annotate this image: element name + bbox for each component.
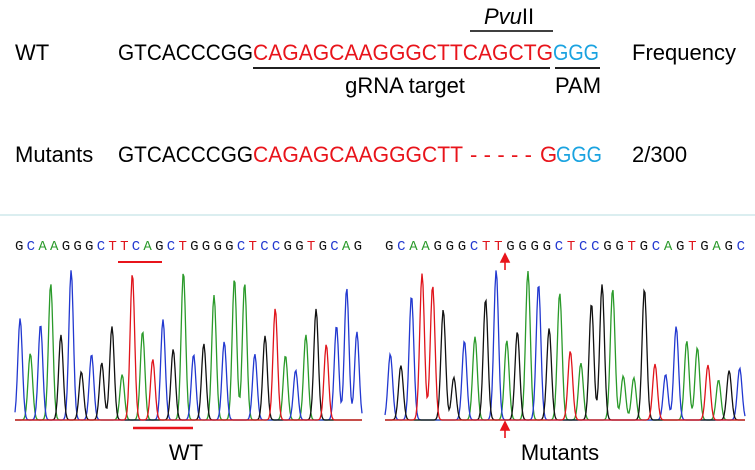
base-letter: C: [591, 239, 599, 255]
row-label: Mutants: [15, 142, 93, 167]
base-letter: G: [603, 239, 611, 255]
base-letter: A: [143, 239, 152, 255]
base-letter: T: [567, 239, 575, 255]
base-letter: A: [50, 239, 59, 255]
base-letter: C: [97, 239, 105, 255]
traces: [14, 270, 746, 421]
chromatogram-label: WT: [169, 440, 203, 465]
base-letter: G: [62, 239, 70, 255]
sequence-target: CAGAGCAAGGGCTTCAGCTG: [253, 40, 553, 65]
base-letter: G: [202, 239, 210, 255]
base-letter: C: [579, 239, 587, 255]
base-letter: A: [712, 239, 721, 255]
base-letter: G: [213, 239, 221, 255]
frequency: 2/300: [632, 142, 687, 167]
sequence-prefix: GTCACCCGG: [118, 142, 253, 167]
base-letter: C: [330, 239, 338, 255]
base-letter: C: [260, 239, 268, 255]
base-letter: C: [737, 239, 745, 255]
base-letter: T: [494, 239, 502, 255]
base-letter: G: [295, 239, 303, 255]
base-letter: G: [700, 239, 708, 255]
base-letter: G: [518, 239, 526, 255]
base-letter: C: [397, 239, 405, 255]
chromatogram-label: Mutants: [521, 440, 599, 465]
sequence-target-end: G: [540, 142, 557, 167]
base-letter: G: [190, 239, 198, 255]
base-letter: G: [724, 239, 732, 255]
base-letter: C: [652, 239, 660, 255]
base-letter: T: [482, 239, 490, 255]
target-label: gRNA target: [345, 73, 465, 98]
row-label: WT: [15, 40, 49, 65]
deletion: -----: [470, 142, 532, 167]
base-letter: T: [307, 239, 315, 255]
base-letter: A: [421, 239, 430, 255]
base-letter: C: [555, 239, 563, 255]
base-letter: G: [284, 239, 292, 255]
base-letter: G: [433, 239, 441, 255]
enzyme-label: PvuII: [484, 4, 534, 29]
sequence-pam: GGG: [553, 40, 599, 65]
base-letter: T: [108, 239, 116, 255]
base-letter: T: [688, 239, 696, 255]
base-letter: G: [506, 239, 514, 255]
trace: [15, 275, 362, 421]
arrows: [499, 252, 511, 438]
base-letter: T: [627, 239, 635, 255]
trace: [385, 273, 745, 421]
base-letter: C: [27, 239, 35, 255]
base-letter: G: [615, 239, 623, 255]
enzyme-suffix: II: [522, 4, 534, 29]
base-letter: T: [120, 239, 128, 255]
base-letter: A: [38, 239, 47, 255]
base-letter: C: [272, 239, 280, 255]
base-letter: G: [458, 239, 466, 255]
base-letter: G: [543, 239, 551, 255]
base-letter: G: [640, 239, 648, 255]
base-letter: C: [470, 239, 478, 255]
sequence-target: CAGAGCAAGGGCTT: [253, 142, 463, 167]
base-letter: G: [155, 239, 163, 255]
base-letter: T: [178, 239, 186, 255]
base-letter: C: [132, 239, 140, 255]
base-letter: G: [676, 239, 684, 255]
sequence-pam: GGG: [556, 142, 602, 167]
base-letter: G: [446, 239, 454, 255]
base-letter: C: [167, 239, 175, 255]
sequence-prefix: GTCACCCGG: [118, 40, 253, 65]
base-letter: G: [15, 239, 23, 255]
base-letter: G: [319, 239, 327, 255]
base-letter: C: [237, 239, 245, 255]
base-letter: G: [73, 239, 81, 255]
base-letter: A: [409, 239, 418, 255]
base-letter: A: [664, 239, 673, 255]
enzyme-italic: Pvu: [484, 4, 522, 29]
base-letter: G: [530, 239, 538, 255]
column-title: Frequency: [632, 40, 736, 65]
base-letter: G: [354, 239, 362, 255]
base-letter: A: [342, 239, 351, 255]
base-letter: G: [85, 239, 93, 255]
base-letter: G: [225, 239, 233, 255]
base-letter: G: [385, 239, 393, 255]
base-letter: T: [249, 239, 257, 255]
pam-label: PAM: [555, 73, 601, 98]
